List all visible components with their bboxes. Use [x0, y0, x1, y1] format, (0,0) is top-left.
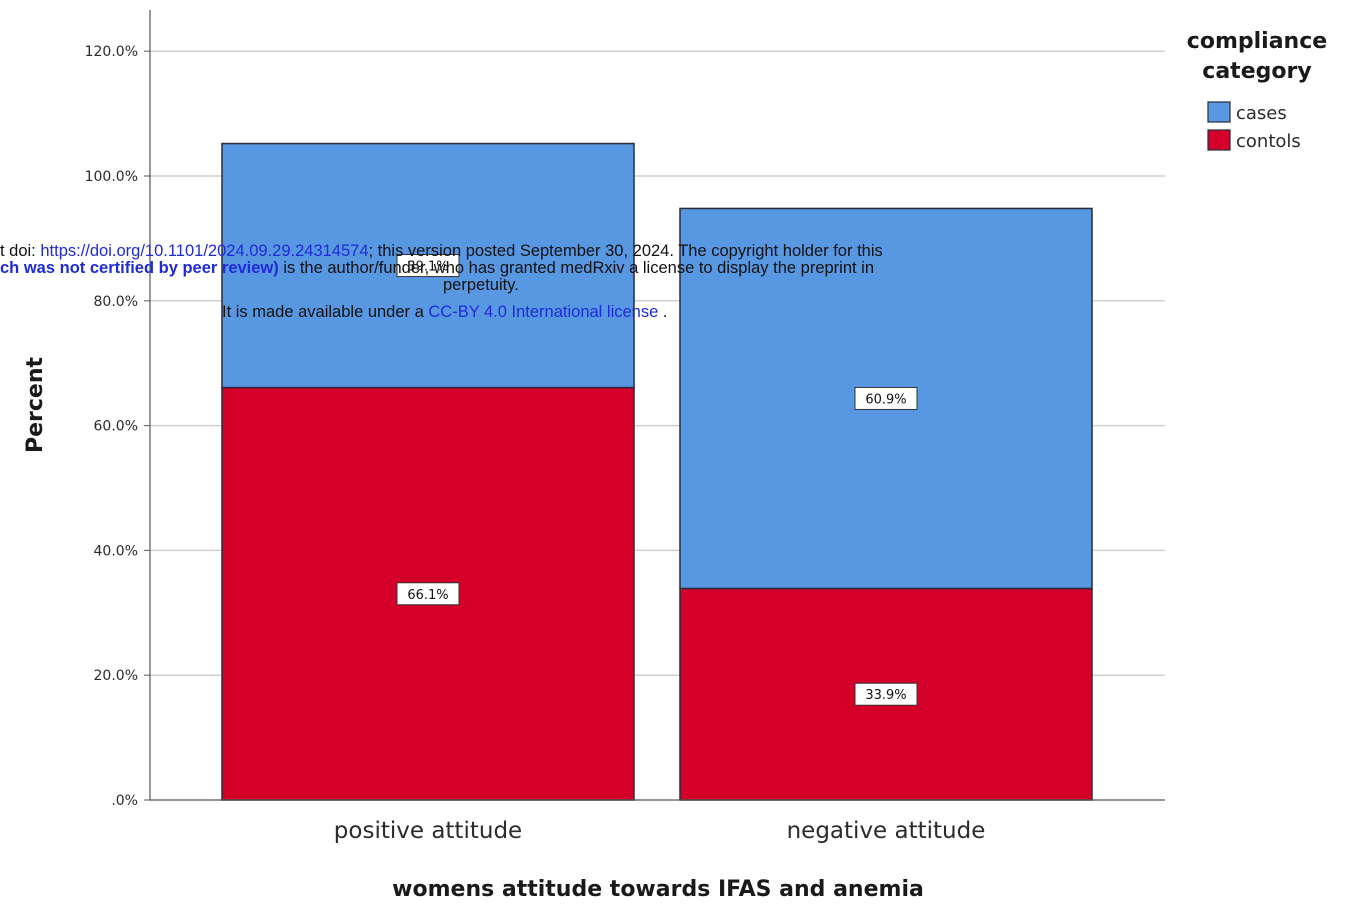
data-label-box: [854, 682, 918, 706]
data-label-box: [396, 582, 460, 606]
x-category-label: positive attitude: [334, 818, 522, 844]
y-tick-label: .0%: [111, 793, 138, 809]
axes: .0% 20.0% 40.0% 60.0% 80.0% 100.0% 120.0% posit…: [85, 10, 1165, 844]
legend: compliance category cases contols: [1187, 29, 1327, 152]
bars: [221, 142, 1093, 801]
data-label: 66.1%: [407, 588, 448, 603]
data-label-box: [396, 254, 460, 278]
data-label-box: [854, 386, 918, 410]
legend-title-line-1: compliance: [1187, 29, 1327, 54]
legend-swatch-contols: [1207, 129, 1231, 151]
data-label: 60.9%: [865, 392, 906, 407]
legend-swatch-cases: [1207, 101, 1231, 123]
y-tick-label: 60.0%: [94, 419, 138, 435]
x-axis-title: womens attitude towards IFAS and anemia: [392, 877, 924, 902]
legend-title-line-2: category: [1202, 59, 1311, 84]
legend-label-contols: contols: [1236, 131, 1301, 152]
y-axis-title: Percent: [23, 357, 48, 454]
y-tick-label: 20.0%: [94, 668, 138, 684]
data-labels: 66.1% 39.1% 33.9% 60.9%: [396, 254, 918, 706]
x-category-label: negative attitude: [787, 818, 986, 844]
data-label: 39.1%: [407, 260, 448, 275]
y-tick-label: 120.0%: [85, 44, 138, 60]
data-label: 33.9%: [865, 688, 906, 703]
y-tick-label: 100.0%: [85, 169, 138, 185]
y-tick-label: 80.0%: [94, 294, 138, 310]
legend-label-cases: cases: [1236, 103, 1287, 124]
y-tick-label: 40.0%: [94, 543, 138, 559]
